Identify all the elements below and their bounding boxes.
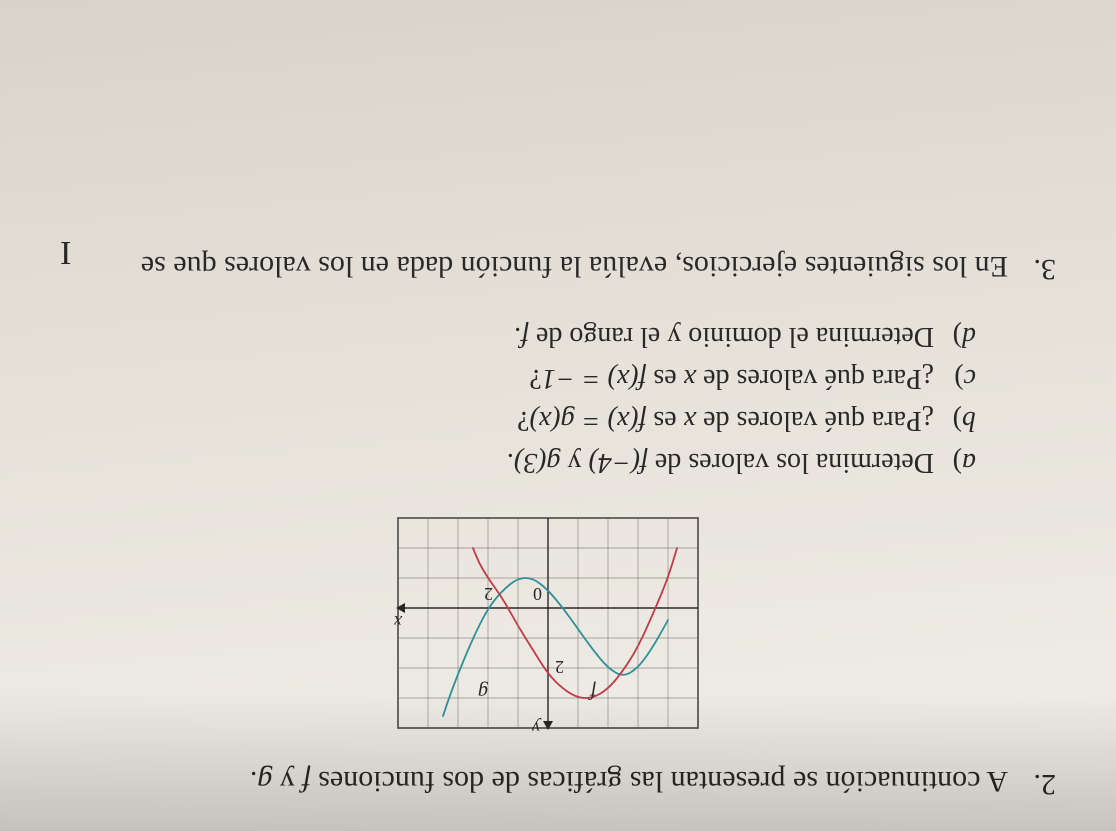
sub-label-a: a) xyxy=(946,447,976,479)
sub-text-b: ¿Para qué valores de x es f(x) = g(x)? xyxy=(40,405,934,437)
problem-2-stem: A continuación se presentan las gráficas… xyxy=(40,761,1008,802)
svg-text:x: x xyxy=(394,613,403,633)
sub-text-c: ¿Para qué valores de x es f(x) = −1? xyxy=(40,363,934,395)
problem-number: 2. xyxy=(1018,767,1056,801)
sub-label-c: c) xyxy=(946,363,976,395)
sub-label-b: b) xyxy=(946,405,976,437)
svg-text:0: 0 xyxy=(533,585,542,605)
svg-text:2: 2 xyxy=(484,585,493,605)
svg-text:g: g xyxy=(478,682,488,704)
svg-text:f: f xyxy=(588,682,596,704)
svg-text:2: 2 xyxy=(555,658,564,678)
sub-label-d: d) xyxy=(946,321,976,353)
sub-text-d: Determina el dominio y el rango de f. xyxy=(40,321,934,353)
problem-3-stem: En los siguientes ejercicios, evalúa la … xyxy=(40,246,1008,287)
problem-3-number: 3. xyxy=(1018,253,1056,287)
sub-text-a: Determina los valores de f(−4) y g(3). xyxy=(40,447,934,479)
margin-annotation: I xyxy=(60,233,71,271)
functions-graph: 022xyfg xyxy=(384,505,712,743)
